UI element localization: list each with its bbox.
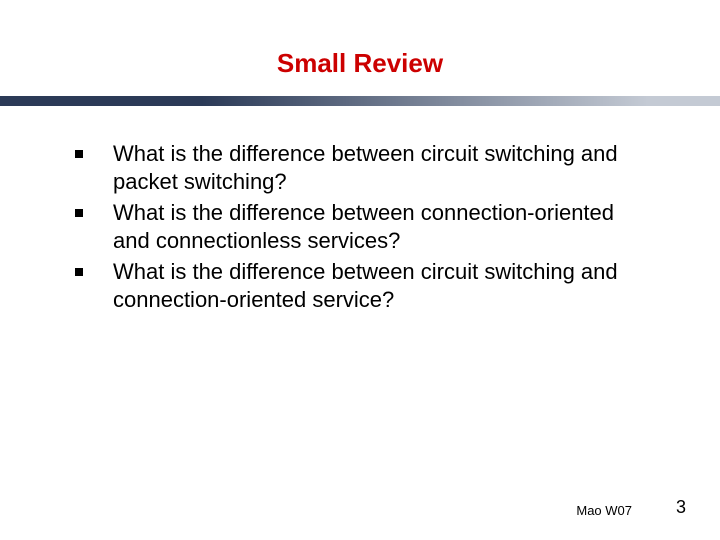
- list-item-text: What is the difference between circuit s…: [113, 140, 645, 195]
- footer-author: Mao W07: [576, 503, 632, 518]
- slide-title: Small Review: [0, 48, 720, 79]
- list-item-text: What is the difference between connectio…: [113, 199, 645, 254]
- bullet-icon: [75, 268, 83, 276]
- slide: Small Review What is the difference betw…: [0, 0, 720, 540]
- footer-page-number: 3: [676, 497, 686, 518]
- list-item: What is the difference between connectio…: [75, 199, 645, 254]
- list-item-text: What is the difference between circuit s…: [113, 258, 645, 313]
- divider-bar: [0, 96, 720, 106]
- list-item: What is the difference between circuit s…: [75, 258, 645, 313]
- bullet-icon: [75, 209, 83, 217]
- list-item: What is the difference between circuit s…: [75, 140, 645, 195]
- bullet-icon: [75, 150, 83, 158]
- bullet-list: What is the difference between circuit s…: [75, 140, 645, 317]
